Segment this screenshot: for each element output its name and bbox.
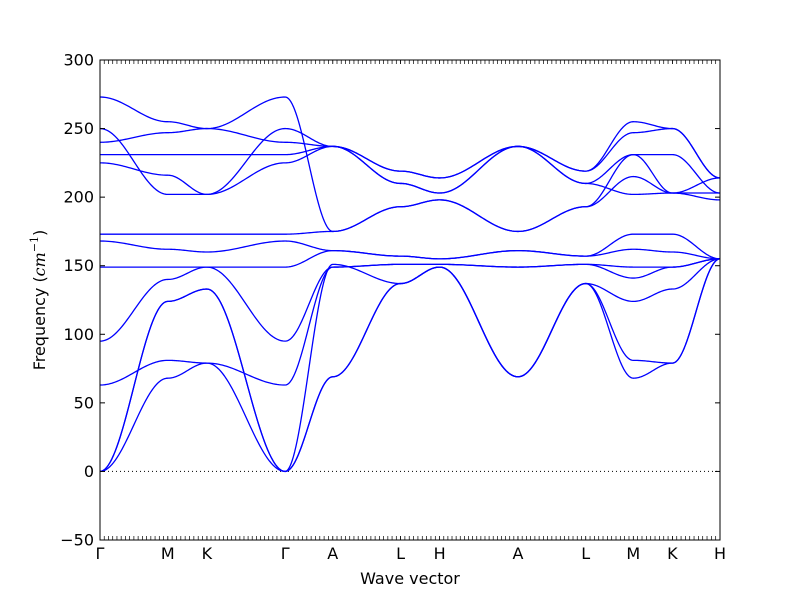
x-tick-label: L bbox=[581, 544, 590, 563]
y-tick-label: −50 bbox=[60, 531, 94, 550]
y-axis-label-suffix: ) bbox=[30, 230, 49, 236]
band-7 bbox=[100, 240, 720, 260]
x-tick-label: L bbox=[396, 544, 405, 563]
band-10 bbox=[100, 145, 720, 194]
y-axis-label-exp: −1 bbox=[28, 236, 41, 252]
x-tick-label: Γ bbox=[96, 544, 105, 563]
x-tick-label: K bbox=[667, 544, 678, 563]
y-tick-label: 200 bbox=[63, 188, 94, 207]
band-12 bbox=[100, 121, 720, 196]
y-axis-label-math: cm bbox=[30, 252, 49, 276]
band-13 bbox=[100, 96, 720, 233]
y-tick-label: 250 bbox=[63, 119, 94, 138]
band-5 bbox=[100, 258, 720, 342]
band-lines bbox=[100, 96, 720, 473]
x-tick-label: K bbox=[202, 544, 213, 563]
y-axis-label-prefix: Frequency ( bbox=[30, 276, 49, 370]
plot-area: −50 0 50 100 150 200 250 300 Γ M K Γ A L H A L M K H bbox=[60, 51, 726, 564]
y-tick-label: 50 bbox=[74, 393, 94, 412]
x-tick-label: A bbox=[327, 544, 338, 563]
y-axis-ticks: −50 0 50 100 150 200 250 300 bbox=[60, 51, 720, 550]
y-tick-label: 300 bbox=[63, 51, 94, 70]
y-tick-label: 100 bbox=[63, 325, 94, 344]
y-tick-label: 150 bbox=[63, 256, 94, 275]
x-tick-label: A bbox=[512, 544, 523, 563]
x-tick-label: H bbox=[714, 544, 726, 563]
x-tick-label: M bbox=[626, 544, 640, 563]
plot-frame bbox=[99, 59, 721, 541]
x-tick-label: M bbox=[161, 544, 175, 563]
x-axis-label: Wave vector bbox=[360, 569, 460, 588]
y-axis-label: Frequency (cm−1) bbox=[28, 230, 49, 371]
band-3 bbox=[100, 258, 720, 473]
x-tick-label: Γ bbox=[281, 544, 290, 563]
y-tick-label: 0 bbox=[84, 462, 94, 481]
x-tick-label: H bbox=[434, 544, 446, 563]
